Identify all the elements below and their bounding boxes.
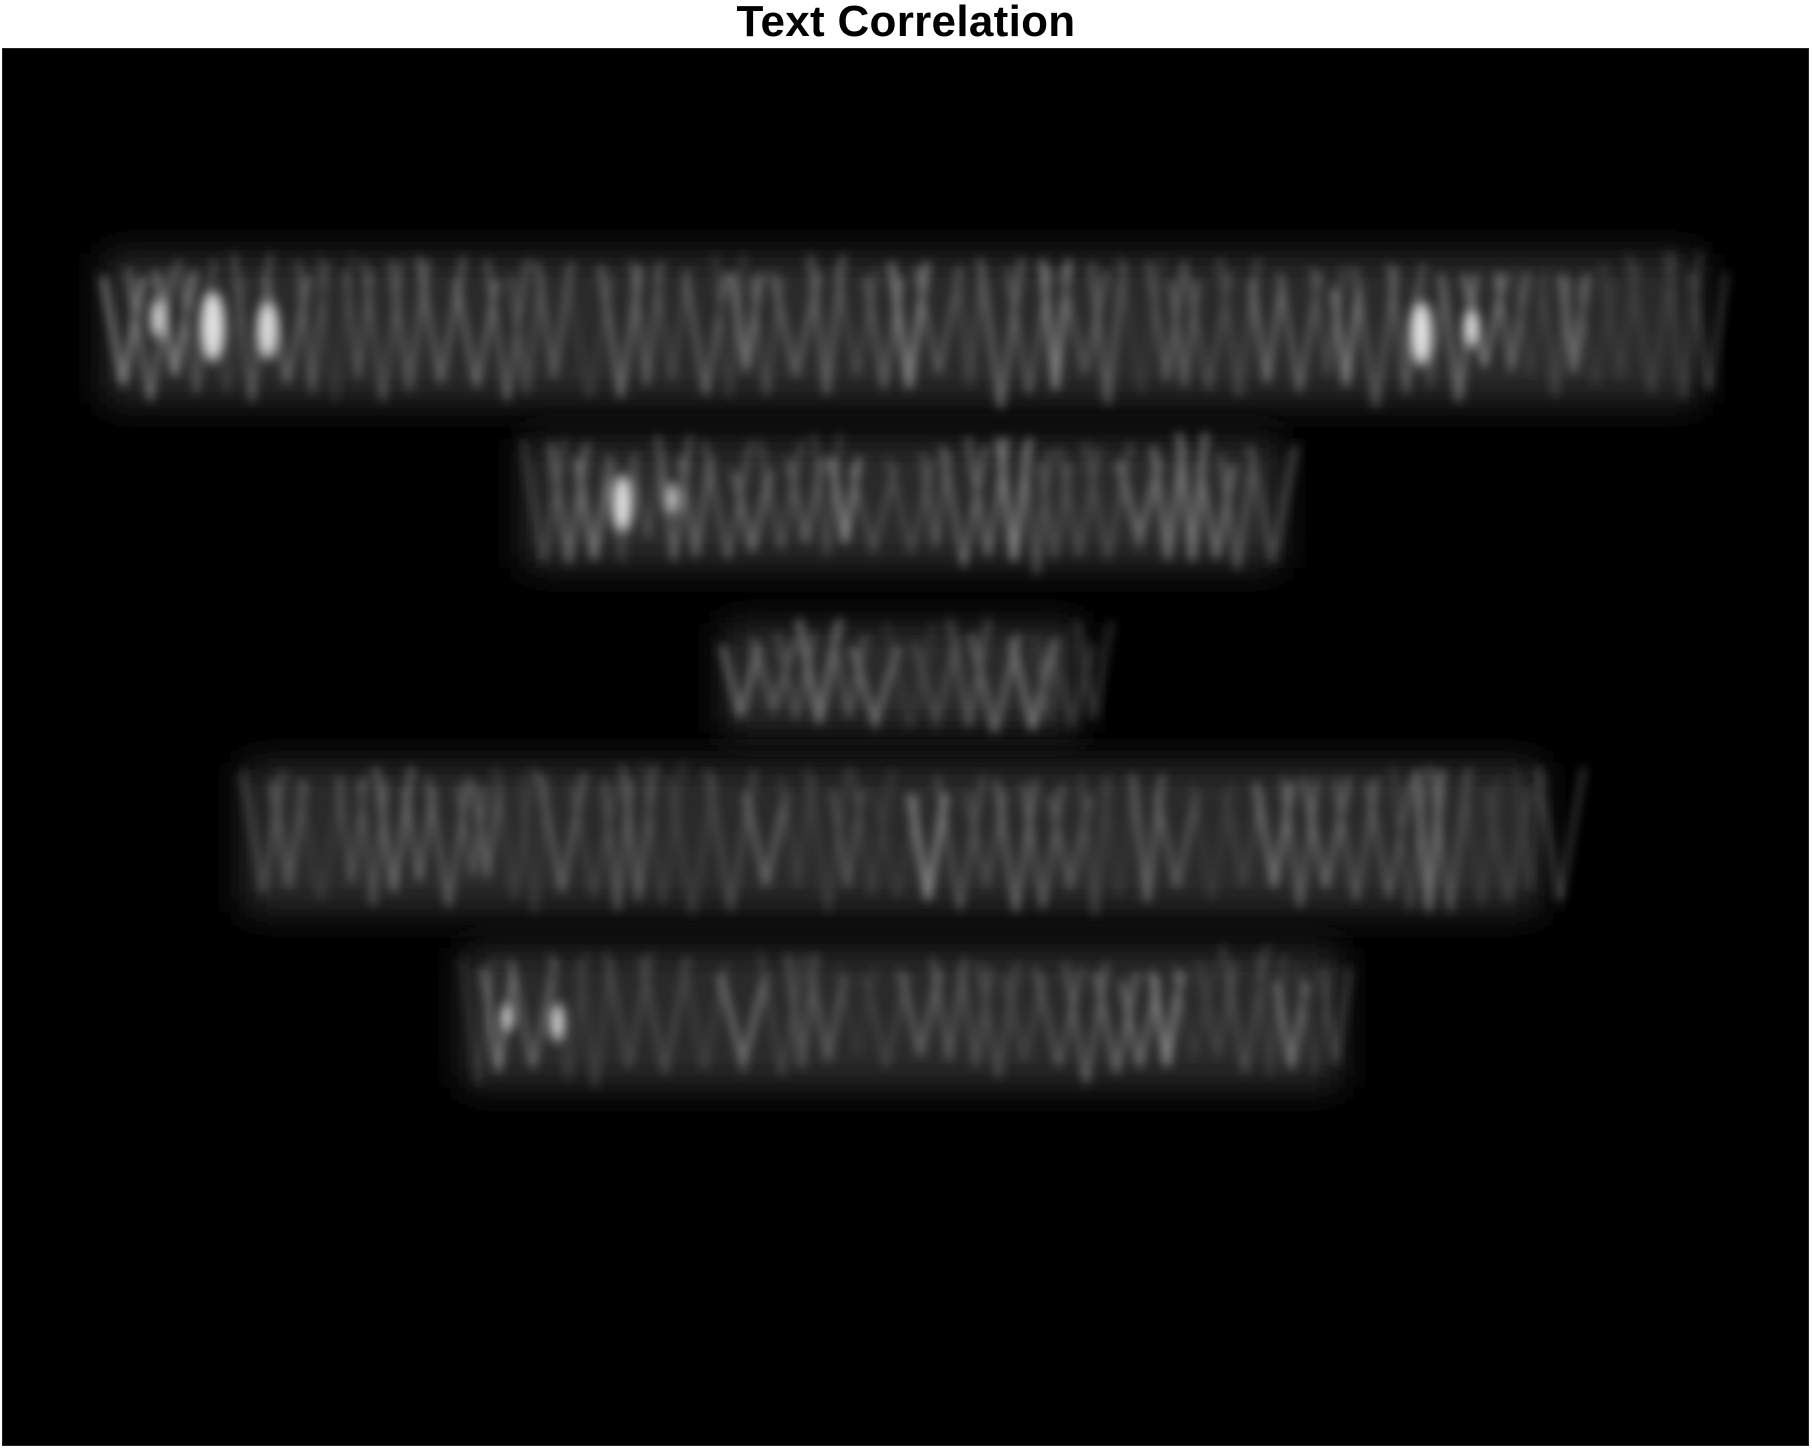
correlation-peak (258, 302, 278, 360)
correlation-peak (612, 475, 632, 533)
correlation-peak (502, 1003, 512, 1032)
correlation-heatmap (3, 49, 1808, 1445)
correlation-peak (1465, 309, 1478, 347)
correlation-peak (551, 1003, 564, 1041)
correlation-peak (151, 299, 164, 337)
correlation-image (2, 48, 1809, 1446)
correlation-peak (1410, 302, 1432, 366)
figure-title: Text Correlation (0, 0, 1812, 48)
correlation-peak (667, 482, 678, 514)
correlation-peak (201, 291, 225, 361)
